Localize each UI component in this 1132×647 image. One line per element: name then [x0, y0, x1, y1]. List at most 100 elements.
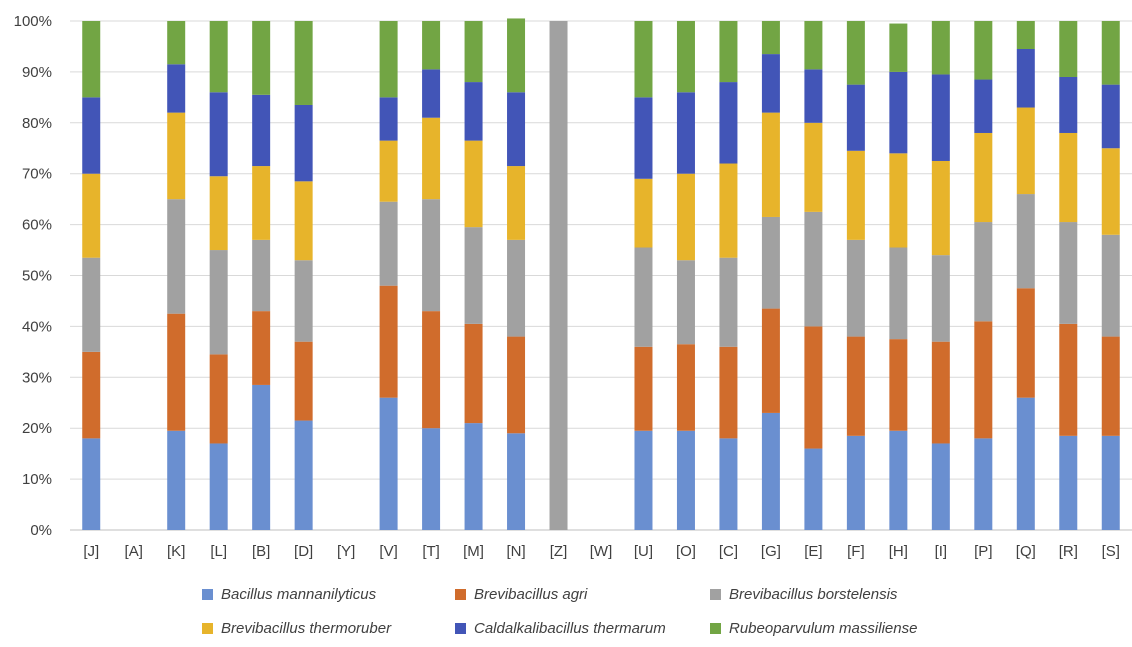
bar-segment [379, 140, 398, 202]
legend-label: Rubeoparvulum massiliense [729, 620, 917, 637]
bar-segment [507, 18, 526, 93]
bar-segment [252, 94, 271, 167]
x-tick-label: [F] [847, 543, 865, 560]
bar-segment [846, 150, 865, 240]
x-tick-label: [K] [167, 543, 185, 560]
bar-segment [167, 64, 186, 113]
legend: Bacillus mannanilyticus Brevibacillus agr… [202, 586, 917, 637]
bar-segment [294, 181, 313, 261]
bar-segment [379, 285, 398, 398]
y-tick-label: 100% [14, 13, 52, 30]
bar-segment [719, 438, 738, 530]
bar-segment [761, 21, 780, 55]
bar-segment [209, 443, 228, 530]
legend-swatch [455, 623, 466, 634]
bar-segment [634, 247, 653, 347]
bar-segment [507, 239, 526, 337]
bar-segment [846, 21, 865, 85]
legend-label: Caldalkalibacillus thermarum [474, 620, 666, 637]
bar-segment [761, 112, 780, 217]
bar-segment [676, 173, 695, 261]
bar-segment [1101, 435, 1120, 530]
bar-segment [889, 23, 908, 72]
bar-segment [804, 69, 823, 123]
bar-segment [252, 384, 271, 530]
bar-segment [676, 92, 695, 174]
bar-segment [931, 21, 950, 75]
bar-segment [974, 79, 993, 133]
bar-segment [1016, 288, 1035, 398]
bar-segment [761, 216, 780, 309]
y-tick-label: 90% [22, 64, 52, 81]
bar-segment [422, 199, 441, 312]
bar-segment [252, 21, 271, 95]
bar-segment [634, 178, 653, 248]
bar-segment [82, 257, 101, 352]
bar-segment [889, 247, 908, 340]
bar-segment [167, 21, 186, 65]
bar-segment [974, 321, 993, 439]
x-tick-label: [Y] [337, 543, 355, 560]
bar-segment [209, 354, 228, 444]
bar-segment [676, 430, 695, 530]
bar-segment [1059, 21, 1078, 77]
legend-label: Bacillus mannanilyticus [221, 586, 377, 603]
legend-label: Brevibacillus thermoruber [221, 620, 392, 637]
bar-segment [209, 21, 228, 93]
legend-swatch [202, 623, 213, 634]
bar-segment [974, 21, 993, 80]
x-tick-label: [T] [422, 543, 440, 560]
y-tick-label: 0% [30, 522, 52, 539]
x-tick-label: [W] [590, 543, 613, 560]
x-tick-label: [O] [676, 543, 696, 560]
x-tick-label: [P] [974, 543, 992, 560]
bar-segment [1101, 336, 1120, 436]
bar-segment [379, 97, 398, 141]
bar-segment [209, 92, 228, 177]
legend-swatch [455, 589, 466, 600]
legend-label: Brevibacillus agri [474, 586, 588, 603]
bar-segment [464, 82, 483, 141]
bar-segment [167, 313, 186, 431]
bars [82, 18, 1120, 530]
bar-segment [422, 117, 441, 200]
bar-segment [1016, 397, 1035, 530]
bar-segment [379, 201, 398, 286]
bar-segment [889, 430, 908, 530]
bar-segment [931, 443, 950, 530]
bar-segment [804, 326, 823, 449]
bar-segment [804, 122, 823, 212]
y-tick-label: 20% [22, 420, 52, 437]
bar-segment [82, 21, 101, 98]
bar-segment [464, 140, 483, 228]
bar-segment [719, 163, 738, 258]
bar-segment [846, 84, 865, 151]
x-tick-label: [E] [804, 543, 822, 560]
bar-segment [464, 227, 483, 324]
legend-label: Brevibacillus borstelensis [729, 586, 898, 603]
bar-segment [464, 323, 483, 424]
y-tick-label: 60% [22, 217, 52, 234]
bar-segment [167, 199, 186, 314]
bar-segment [719, 21, 738, 83]
bar-segment [634, 346, 653, 431]
bar-segment [761, 308, 780, 413]
bar-segment [82, 173, 101, 258]
bar-segment [804, 21, 823, 70]
bar-segment [1101, 21, 1120, 85]
bar-segment [82, 438, 101, 530]
bar-segment [804, 448, 823, 530]
bar-segment [422, 428, 441, 530]
bar-segment [846, 239, 865, 337]
bar-segment [379, 21, 398, 98]
x-tick-label: [I] [935, 543, 948, 560]
x-tick-label: [B] [252, 543, 270, 560]
bar-segment [252, 239, 271, 312]
bar-segment [1059, 323, 1078, 436]
x-tick-label: [M] [463, 543, 484, 560]
x-tick-label: [J] [83, 543, 99, 560]
x-tick-label: [A] [125, 543, 143, 560]
y-tick-label: 30% [22, 369, 52, 386]
bar-segment [82, 351, 101, 439]
legend-swatch [202, 589, 213, 600]
